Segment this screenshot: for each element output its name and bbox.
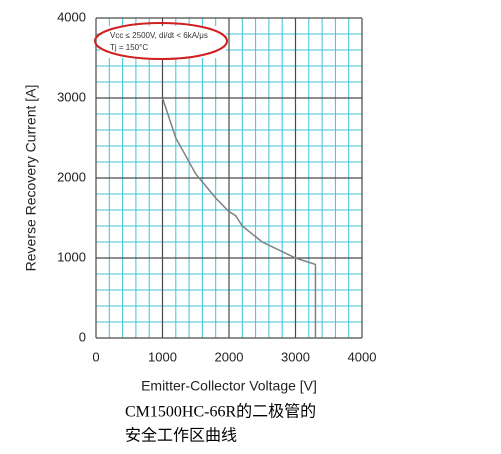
highlight-ellipse <box>94 22 228 60</box>
caption: 安全工作区曲线 <box>125 427 237 445</box>
x-tick-label: 2000 <box>215 349 244 364</box>
y-tick-label: 3000 <box>57 89 86 104</box>
y-tick-label: 4000 <box>57 9 86 24</box>
annotation-box <box>100 26 226 58</box>
y-axis-label: Reverse Recovery Current [A] <box>23 85 39 272</box>
x-tick-label: 0 <box>92 349 99 364</box>
x-axis-label: Emitter-Collector Voltage [V] <box>141 378 317 394</box>
x-tick-label: 3000 <box>281 349 310 364</box>
annotation: Vcc ≤ 2500V, di/dt < 6kA/μs <box>110 31 208 40</box>
y-tick-label: 0 <box>79 329 86 344</box>
annotation: Tj = 150°C <box>110 43 148 52</box>
x-tick-label: 1000 <box>148 349 177 364</box>
curve <box>161 97 317 338</box>
y-tick-label: 2000 <box>57 169 86 184</box>
caption: CM1500HC-66R的二极管的 <box>125 403 316 421</box>
x-tick-label: 4000 <box>348 349 377 364</box>
y-tick-label: 1000 <box>57 249 86 264</box>
